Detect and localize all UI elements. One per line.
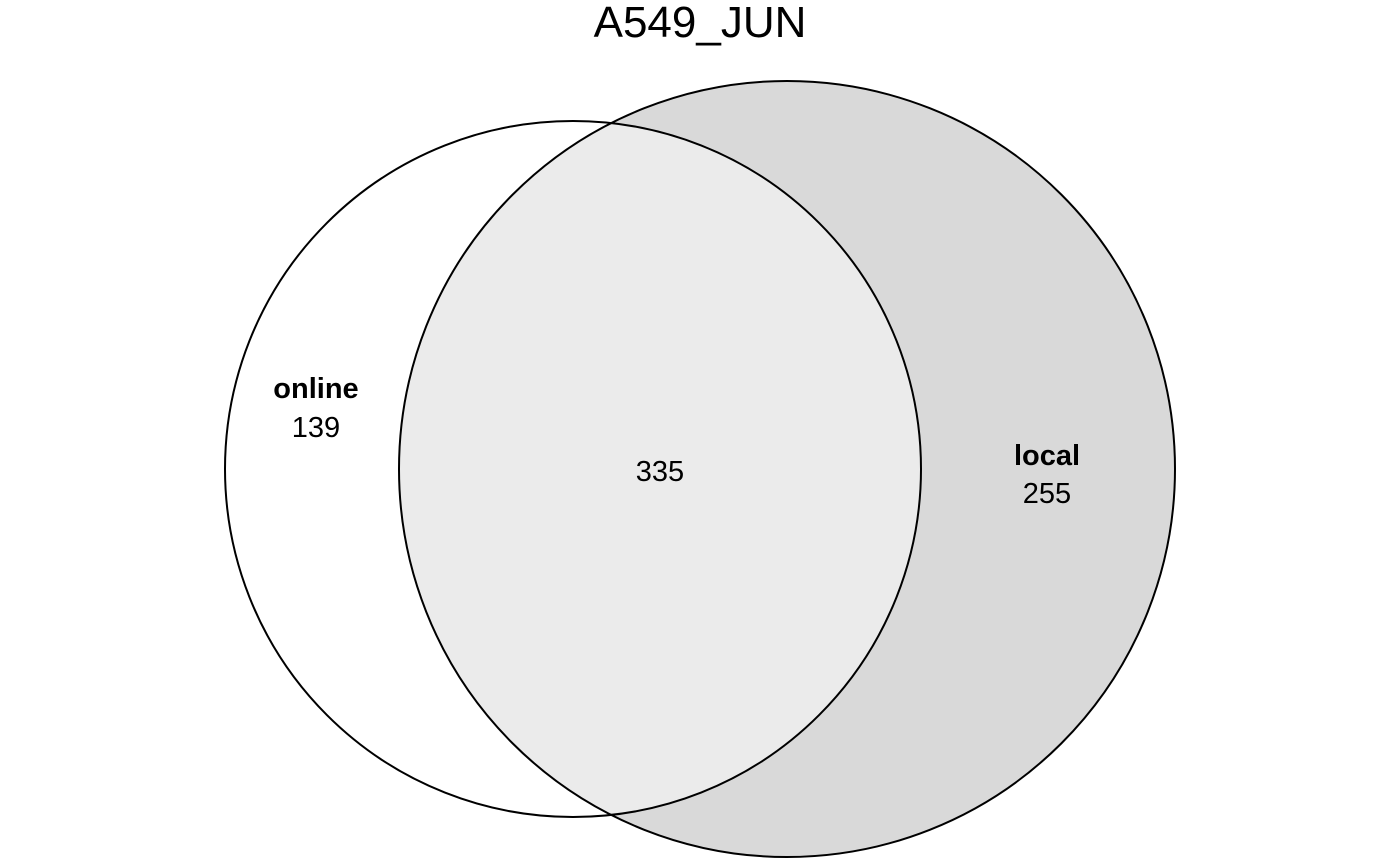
online-only-count: 139 — [292, 412, 340, 444]
intersection-count: 335 — [636, 456, 684, 488]
diagram-title: A549_JUN — [594, 0, 807, 47]
online-set-label: online — [273, 373, 358, 405]
online-set-circle — [224, 120, 922, 818]
local-set-circle — [398, 80, 1176, 858]
local-only-count: 255 — [1023, 478, 1071, 510]
intersection-fill — [399, 121, 921, 817]
local-set-label: local — [1014, 440, 1080, 472]
